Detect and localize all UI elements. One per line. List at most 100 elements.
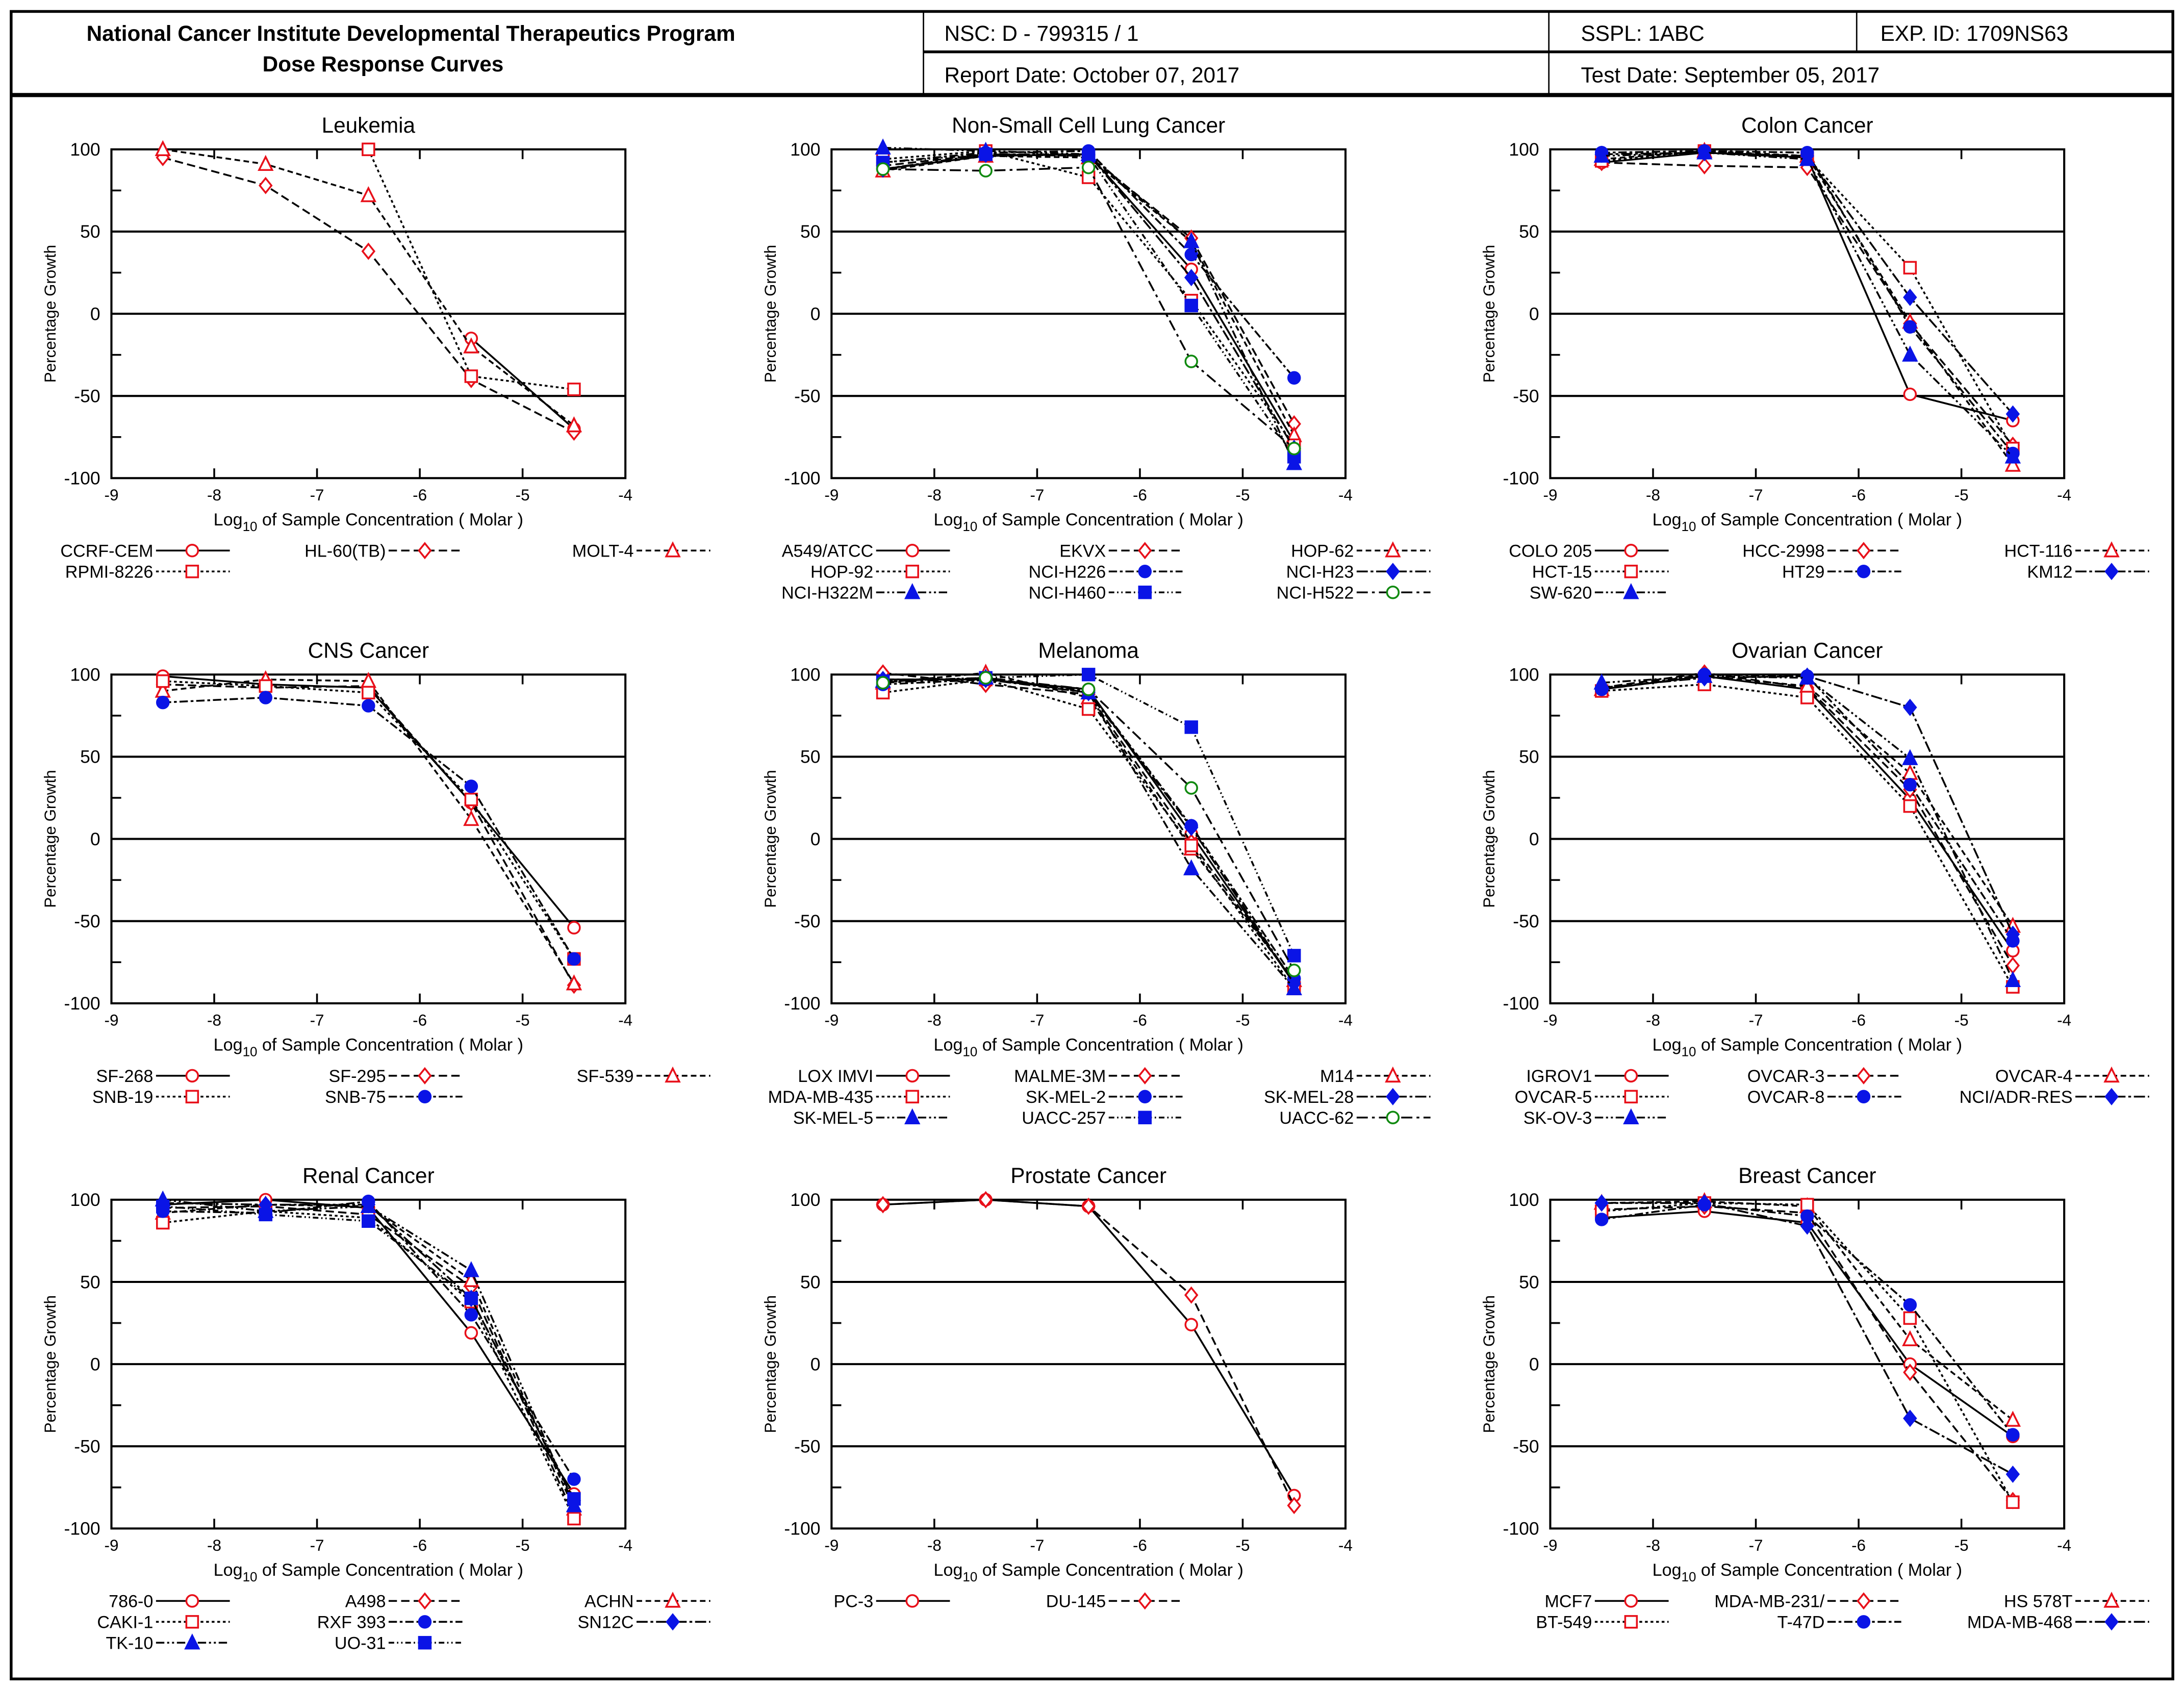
- series-line: [163, 1205, 575, 1516]
- legend-entry: OVCAR-8: [1747, 1088, 1901, 1107]
- series-sn12c: [156, 1194, 581, 1509]
- x-tick-label: -9: [1543, 1012, 1557, 1029]
- data-point: [2004, 456, 2021, 472]
- legend-marker: [1385, 1066, 1401, 1083]
- legend-label: CCRF-CEM: [60, 542, 153, 561]
- x-tick-label: -6: [1133, 1012, 1147, 1029]
- legend-entry: SNB-19: [92, 1088, 230, 1107]
- legend-marker: [1857, 1592, 1871, 1610]
- legend-label: KM12: [2027, 563, 2072, 582]
- x-axis-label: Log10 of Sample Concentration ( Molar ): [933, 510, 1243, 534]
- series-line: [1602, 150, 2014, 455]
- legend-entry: NCI/ADR-RES: [1960, 1088, 2149, 1107]
- series-line: [163, 675, 575, 928]
- y-tick-label: -100: [64, 1519, 100, 1539]
- data-point: [362, 686, 375, 700]
- x-tick-label: -6: [1851, 1012, 1866, 1029]
- data-point: [1594, 1213, 1609, 1226]
- series-line: [883, 673, 1295, 956]
- y-tick-label: -50: [1513, 1436, 1539, 1457]
- y-tick-label: 0: [90, 1354, 100, 1374]
- chart-panel-ovarian-cancer: Ovarian Cancer 100 50 0 -50 -100-9 -8 -7 -6 -5 -4 P…: [1480, 639, 2149, 1128]
- chart-panel-renal-cancer: Renal Cancer 100 50 0 -50 -100 -9 -8 -7 -6 -5 -4 Per…: [41, 1164, 710, 1653]
- legend-label: MDA-MB-435: [768, 1088, 874, 1107]
- legend-label: SF-539: [577, 1067, 634, 1086]
- legend-marker: [418, 1615, 432, 1629]
- legend-marker: [904, 583, 921, 599]
- legend-marker: [1624, 1090, 1638, 1104]
- chart-panel-colon-cancer: Colon Cancer 100 50 0 -50 -100-9 -8 -7 -6 -5 -4 Per…: [1480, 113, 2149, 603]
- x-tick-label: -5: [1236, 1012, 1250, 1029]
- chart-title: Renal Cancer: [302, 1164, 435, 1188]
- data-point: [463, 337, 479, 354]
- series-hop-92: [876, 144, 1301, 452]
- chart-title: Colon Cancer: [1741, 113, 1873, 137]
- x-tick-label: -8: [1646, 486, 1660, 504]
- series-sf-539: [155, 670, 582, 991]
- series-snb-75: [156, 691, 581, 966]
- x-tick-label: -5: [516, 1536, 530, 1554]
- data-point: [1184, 1286, 1199, 1304]
- legend-label: CAKI-1: [97, 1613, 153, 1632]
- series-hcc-2998: [1594, 154, 2020, 454]
- legend-entry: A549/ATCC: [782, 542, 950, 561]
- x-axis-label: Log10 of Sample Concentration ( Molar ): [214, 1036, 523, 1060]
- data-point: [1183, 232, 1200, 248]
- data-point: [362, 142, 375, 157]
- data-point: [1287, 964, 1301, 977]
- x-axis-label: Log10 of Sample Concentration ( Molar ): [214, 1560, 523, 1584]
- legend-label: UO-31: [335, 1634, 386, 1653]
- legend-entry: IGROV1: [1526, 1067, 1669, 1086]
- y-tick-label: 50: [80, 747, 100, 767]
- legend-marker: [1857, 1615, 1871, 1629]
- legend-marker: [2103, 1592, 2120, 1608]
- data-point: [1903, 1364, 1917, 1381]
- y-tick-label: -100: [784, 1519, 820, 1539]
- series-line: [1602, 1202, 2014, 1503]
- legend-marker: [1857, 542, 1871, 560]
- series-line: [163, 683, 575, 986]
- legend-entry: HCT-15: [1532, 563, 1669, 582]
- legend-marker: [418, 1592, 432, 1610]
- legend-marker: [1138, 565, 1152, 578]
- y-tick-label: 0: [90, 304, 100, 324]
- series-line: [1602, 675, 2014, 935]
- legend-entry: SK-MEL-5: [793, 1108, 950, 1128]
- series-mcf7: [1594, 1204, 2020, 1444]
- legend-entry: MOLT-4: [572, 541, 710, 561]
- y-tick-label: -50: [794, 911, 820, 931]
- series-line: [163, 1203, 575, 1509]
- legend-marker: [418, 542, 432, 560]
- series-sw-620: [1593, 143, 2021, 464]
- data-point: [362, 1214, 375, 1228]
- series-line: [883, 146, 1295, 464]
- y-axis-label: Percentage Growth: [41, 245, 59, 383]
- series-ovcar-5: [1594, 677, 2020, 994]
- data-point: [464, 1291, 478, 1305]
- legend-label: HCT-15: [1532, 563, 1592, 582]
- data-point: [156, 1199, 170, 1214]
- data-point: [1287, 949, 1301, 963]
- data-point: [1800, 691, 1814, 704]
- data-point: [2004, 1410, 2021, 1427]
- x-tick-label: -4: [2057, 1536, 2071, 1554]
- data-point: [2005, 1465, 2020, 1483]
- chart-title: Non-Small Cell Lung Cancer: [952, 113, 1225, 137]
- legend-label: SW-620: [1530, 584, 1592, 603]
- series-uo-31: [156, 1199, 581, 1506]
- y-tick-label: -50: [74, 1436, 100, 1457]
- series-nci-h23: [876, 145, 1302, 458]
- y-axis-label: Percentage Growth: [41, 1295, 59, 1433]
- data-point: [876, 162, 890, 176]
- legend-marker: [185, 1090, 199, 1104]
- legend-label: SK-MEL-2: [1026, 1088, 1106, 1107]
- report-date: Report Date: October 07, 2017: [945, 63, 1240, 87]
- legend-marker: [2104, 563, 2119, 581]
- x-tick-label: -9: [1543, 486, 1557, 504]
- series-line: [163, 1199, 575, 1506]
- series-rxf-393: [156, 1194, 581, 1486]
- data-point: [1799, 149, 1816, 166]
- y-tick-label: 0: [1529, 304, 1539, 324]
- legend-entry: T-47D: [1777, 1613, 1901, 1632]
- x-tick-label: -9: [824, 1536, 839, 1554]
